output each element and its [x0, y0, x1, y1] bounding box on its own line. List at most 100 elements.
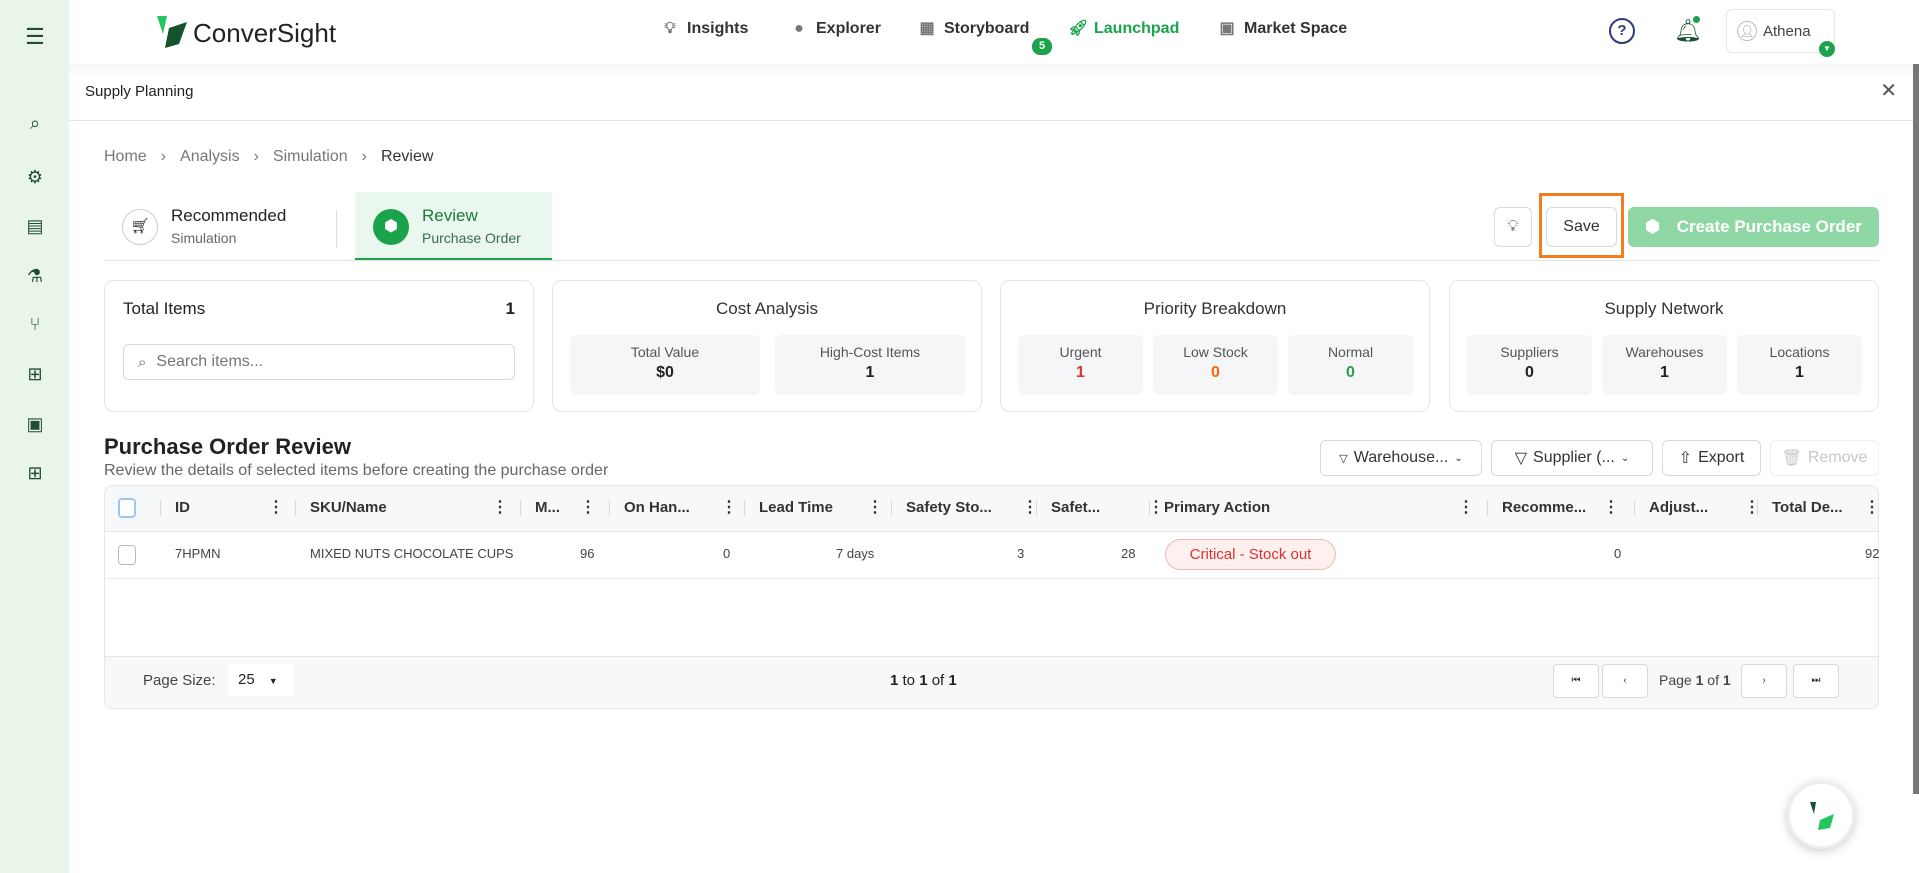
- breadcrumb-review: Review: [380, 148, 434, 165]
- upload-icon: ⇧: [1678, 450, 1693, 467]
- column-menu-icon[interactable]: ⋮: [492, 499, 508, 516]
- rocket-icon: 🚀︎: [1068, 20, 1089, 37]
- remove-button[interactable]: 🗑︎ Remove: [1770, 440, 1879, 476]
- column-header[interactable]: Recomme...: [1502, 499, 1587, 516]
- insights-search-icon[interactable]: ⌕: [29, 113, 41, 133]
- column-header[interactable]: M...: [535, 499, 560, 516]
- chevron-down-icon: ⌄: [1620, 452, 1630, 464]
- column-menu-icon[interactable]: ⋮: [268, 499, 284, 516]
- search-input[interactable]: ⌕: [123, 344, 515, 380]
- column-resize-handle[interactable]: [520, 500, 521, 516]
- next-page-button[interactable]: ›: [1741, 664, 1787, 698]
- column-resize-handle[interactable]: [1757, 500, 1758, 516]
- row-range: 1 to 1 of 1: [890, 672, 957, 689]
- column-menu-icon[interactable]: ⋮: [1744, 499, 1760, 516]
- table-header: [105, 486, 1878, 532]
- column-header[interactable]: Primary Action: [1164, 499, 1271, 516]
- warehouse-filter[interactable]: ▽ Warehouse... ⌄: [1320, 440, 1482, 476]
- column-resize-handle[interactable]: [891, 500, 892, 516]
- column-resize-handle[interactable]: [160, 500, 161, 516]
- nav-market-space[interactable]: ▣ Market Space: [1218, 20, 1347, 38]
- nav-launchpad[interactable]: 🚀︎ Launchpad: [1068, 20, 1179, 38]
- column-header[interactable]: Safet...: [1051, 499, 1101, 516]
- search-icon: ⌕: [138, 353, 147, 371]
- create-purchase-order-button[interactable]: ⬢ Create Purchase Order: [1628, 207, 1879, 247]
- box-icon: ⬢: [1645, 217, 1660, 236]
- first-page-button[interactable]: ⏮: [1553, 664, 1599, 698]
- select-all-checkbox[interactable]: [118, 498, 136, 518]
- total-items-value: 1: [505, 299, 515, 318]
- nav-label: Insights: [687, 20, 749, 37]
- column-header[interactable]: Safety Sto...: [906, 499, 992, 516]
- hierarchy-icon-2[interactable]: ⊞: [27, 463, 43, 483]
- cell-safety-stock: 3: [1017, 546, 1025, 561]
- hierarchy-icon[interactable]: ⊞: [27, 364, 43, 384]
- column-resize-handle[interactable]: [1036, 500, 1037, 516]
- breadcrumb-simulation[interactable]: Simulation: [272, 148, 348, 165]
- column-header[interactable]: On Han...: [624, 499, 690, 516]
- branch-icon[interactable]: ⑂: [29, 314, 41, 334]
- avatar-icon: 👤︎: [1737, 21, 1757, 41]
- nav-storyboard[interactable]: ▦ Storyboard: [918, 20, 1029, 38]
- column-menu-icon[interactable]: ⋮: [867, 499, 883, 516]
- column-header[interactable]: Lead Time: [759, 499, 833, 516]
- export-button[interactable]: ⇧ Export: [1662, 440, 1761, 476]
- nav-insights[interactable]: 💡︎ Insights: [661, 20, 748, 38]
- close-icon[interactable]: ✕: [1880, 80, 1897, 102]
- column-resize-handle[interactable]: [1634, 500, 1635, 516]
- cart-icon: 🛒︎: [122, 209, 158, 245]
- brand-name[interactable]: ConverSight: [193, 18, 337, 48]
- chevron-down-icon: ⌄: [1454, 452, 1463, 464]
- search-field[interactable]: [156, 353, 487, 371]
- chevron-right-icon: ›: [361, 148, 367, 165]
- help-icon[interactable]: ?: [1609, 18, 1635, 44]
- chevron-down-icon[interactable]: ▼: [1819, 41, 1835, 57]
- column-menu-icon[interactable]: ⋮: [580, 499, 596, 516]
- box-icon: ⬢: [373, 209, 409, 245]
- cell-lead-time: 7 days: [836, 546, 875, 561]
- column-menu-icon[interactable]: ⋮: [721, 499, 737, 516]
- step-subtitle: Purchase Order: [422, 230, 521, 246]
- cell-recommended: 0: [1614, 546, 1622, 561]
- breadcrumb-analysis[interactable]: Analysis: [180, 148, 240, 165]
- notification-dot: [1693, 16, 1700, 23]
- menu-icon[interactable]: ☰: [25, 24, 45, 49]
- last-page-button[interactable]: ⏭: [1793, 664, 1839, 698]
- flask-icon[interactable]: ⚗: [26, 266, 44, 286]
- column-resize-handle[interactable]: [295, 500, 296, 516]
- step-review[interactable]: ⬢ Review Purchase Order: [355, 192, 552, 260]
- column-header[interactable]: Total De...: [1772, 499, 1843, 516]
- column-menu-icon[interactable]: ⋮: [1022, 499, 1038, 516]
- gear-icon[interactable]: ⚙: [26, 167, 44, 187]
- prev-page-button[interactable]: ‹: [1602, 664, 1648, 698]
- report-icon[interactable]: ▤: [26, 216, 44, 236]
- presentation-icon[interactable]: ▣: [26, 414, 44, 434]
- column-resize-handle[interactable]: [1149, 500, 1150, 516]
- column-header[interactable]: ID: [175, 499, 190, 516]
- column-menu-icon[interactable]: ⋮: [1603, 499, 1619, 516]
- save-button[interactable]: Save: [1546, 207, 1617, 247]
- card-title: Total Items: [123, 299, 206, 318]
- row-checkbox[interactable]: [118, 545, 136, 565]
- page-size-select[interactable]: 25 ▼: [228, 664, 294, 696]
- column-resize-handle[interactable]: [744, 500, 745, 516]
- cell-id: 7HPMN: [175, 546, 221, 561]
- column-header[interactable]: SKU/Name: [310, 499, 387, 516]
- chat-assistant-button[interactable]: [1787, 781, 1855, 849]
- button-label: Create Purchase Order: [1676, 217, 1862, 236]
- column-resize-handle[interactable]: [1487, 500, 1488, 516]
- user-menu[interactable]: 👤︎ Athena: [1726, 9, 1835, 53]
- lightbulb-button[interactable]: 💡︎: [1494, 207, 1532, 247]
- breadcrumb-home[interactable]: Home: [104, 148, 147, 165]
- column-header[interactable]: Adjust...: [1649, 499, 1709, 516]
- scrollbar[interactable]: [1913, 64, 1919, 794]
- column-menu-icon[interactable]: ⋮: [1148, 499, 1164, 516]
- stat-low-stock: Low Stock 0: [1153, 335, 1278, 395]
- supplier-filter[interactable]: ▽ Supplier (... ⌄: [1491, 440, 1653, 476]
- column-menu-icon[interactable]: ⋮: [1864, 499, 1880, 516]
- stat-locations: Locations 1: [1737, 335, 1862, 395]
- step-recommended[interactable]: 🛒︎ Recommended Simulation: [104, 192, 334, 260]
- column-resize-handle[interactable]: [609, 500, 610, 516]
- column-menu-icon[interactable]: ⋮: [1458, 499, 1474, 516]
- nav-explorer[interactable]: ● Explorer: [790, 20, 881, 38]
